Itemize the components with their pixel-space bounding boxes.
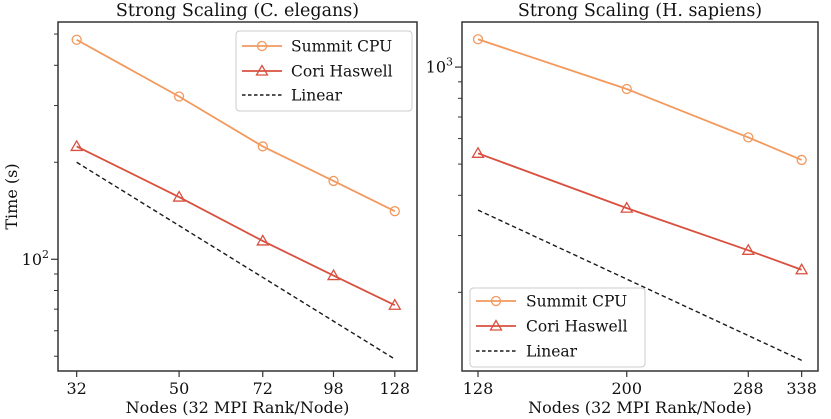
- x-tick-label: 98: [323, 379, 343, 398]
- triangle-marker: [256, 234, 270, 246]
- triangle-marker: [471, 146, 485, 158]
- series-line-linear: [76, 161, 396, 360]
- triangle-marker: [326, 268, 341, 281]
- legend-label: Summit CPU: [291, 38, 392, 56]
- x-tick-label: 128: [380, 379, 411, 398]
- x-tick-label: 338: [786, 379, 817, 398]
- legend-label: Linear: [291, 87, 343, 105]
- legend-box: [469, 287, 646, 368]
- series-line-summit-cpu: [477, 38, 802, 161]
- triangle-marker: [620, 201, 634, 213]
- y-tick-label: 102: [22, 248, 49, 269]
- x-axis-label-left: Nodes (32 MPI Rank/Node): [126, 398, 350, 417]
- triangle-marker: [489, 319, 503, 331]
- series-line-cori-haswell: [76, 145, 396, 307]
- plot-title-right: Strong Scaling (H. sapiens): [518, 1, 762, 21]
- x-tick-label: 72: [253, 379, 273, 398]
- x-tick-label: 32: [66, 379, 86, 398]
- plot-right: 103 128 200 288 338 Summit CPU Cori Haswell Lin…: [426, 21, 819, 398]
- circle-marker: [472, 34, 484, 45]
- series-line-summit-cpu: [76, 38, 396, 212]
- triangle-marker: [255, 64, 269, 76]
- triangle-marker: [70, 139, 84, 152]
- plot-left: 102 32 50 72 98 128 Summit CPU Cori Haswell Line…: [22, 21, 418, 398]
- x-tick-label: 200: [611, 379, 642, 398]
- series-line-cori-haswell: [477, 152, 802, 271]
- circle-marker: [490, 295, 502, 307]
- circle-marker: [256, 40, 268, 52]
- circle-marker: [173, 91, 185, 102]
- plot-frame: [461, 21, 819, 372]
- circle-marker: [743, 132, 754, 143]
- circle-marker: [71, 34, 82, 45]
- x-tick-label: 128: [463, 379, 494, 398]
- circle-marker: [257, 141, 268, 152]
- circle-marker: [389, 206, 400, 217]
- circle-marker: [621, 83, 632, 95]
- legend-label: Linear: [526, 343, 578, 361]
- legend-label: Cori Haswell: [526, 318, 628, 336]
- triangle-marker: [795, 262, 809, 275]
- triangle-marker: [172, 190, 186, 202]
- x-tick-label: 50: [169, 379, 189, 398]
- plot-frame: [57, 21, 418, 372]
- legend-label: Cori Haswell: [291, 63, 393, 81]
- legend-label: Summit CPU: [526, 293, 627, 311]
- triangle-marker: [741, 243, 755, 255]
- legend-box: [235, 30, 413, 112]
- x-axis-label-right: Nodes (32 MPI Rank/Node): [528, 398, 752, 417]
- plot-title-left: Strong Scaling (C. elegans): [116, 1, 359, 21]
- y-axis-label: Time (s): [2, 163, 21, 229]
- y-tick-label: 103: [426, 56, 453, 77]
- circle-marker: [328, 175, 339, 187]
- x-tick-label: 288: [733, 379, 764, 398]
- triangle-marker: [388, 298, 402, 310]
- circle-marker: [796, 154, 807, 166]
